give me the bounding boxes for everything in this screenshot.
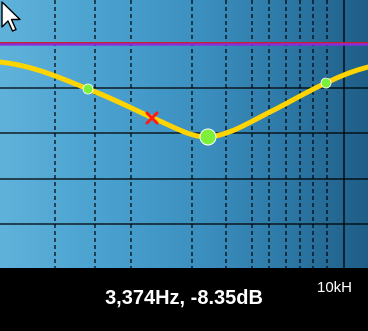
eq-band-handle-high[interactable] (320, 77, 332, 89)
mouse-pointer-icon (1, 1, 21, 32)
eq-band-handle-low[interactable] (82, 83, 94, 95)
eq-graph-canvas[interactable] (0, 0, 368, 268)
eq-graph[interactable] (0, 0, 368, 268)
cursor-readout: 3,374Hz, -8.35dB (105, 287, 263, 309)
status-bar (0, 268, 368, 331)
eq-band-handle-selected[interactable] (199, 128, 217, 146)
horizontal-grid (0, 87, 368, 225)
freq-axis-label: 10kH (317, 279, 353, 296)
x-marker-icon (145, 111, 159, 125)
